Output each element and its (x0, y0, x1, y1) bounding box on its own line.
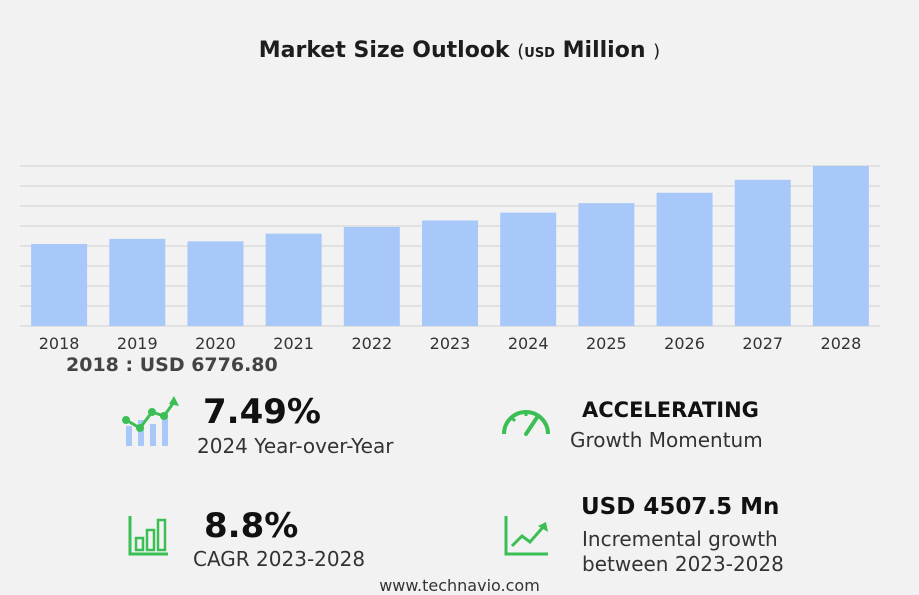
momentum-value: ACCELERATING (582, 398, 759, 422)
x-tick-label: 2020 (195, 334, 236, 353)
bar-2020 (187, 241, 244, 326)
momentum-label: Growth Momentum (570, 428, 763, 452)
title-unit: USD (524, 46, 555, 61)
cagr-label: CAGR 2023-2028 (193, 547, 366, 571)
incremental-value: USD 4507.5 Mn (581, 494, 780, 520)
x-tick-label: 2019 (117, 334, 158, 353)
bar-chart-icon (128, 516, 168, 556)
bar-2022 (343, 226, 400, 326)
x-tick-label: 2022 (351, 334, 392, 353)
yoy-label: 2024 Year-over-Year (197, 434, 394, 458)
bar-2018 (31, 243, 88, 326)
cagr-value: 8.8% (204, 506, 299, 546)
title-scale: Million (562, 38, 646, 63)
chart-title: Market Size Outlook (USD Million ) (0, 38, 919, 63)
x-tick-label: 2024 (508, 334, 549, 353)
x-tick-label: 2027 (742, 334, 783, 353)
title-close-paren: ) (653, 41, 661, 62)
bar-2026 (656, 192, 713, 326)
x-tick-label: 2025 (586, 334, 627, 353)
x-axis-ticks: 2018 2019 2020 2021 2022 2023 2024 2025 2026 2027… (39, 334, 862, 353)
bar-chart: 2018 2019 2020 2021 2022 2023 2024 2025 2026 2027… (20, 165, 880, 353)
bar-2027 (734, 179, 791, 326)
footer-url: www.technavio.com (379, 576, 540, 595)
chart-bars (31, 166, 869, 326)
bar-2023 (422, 220, 478, 326)
bar-2024 (500, 212, 557, 326)
speedometer-icon (502, 410, 550, 436)
bar-2021 (265, 233, 322, 326)
x-tick-label: 2018 (39, 334, 80, 353)
growth-chart-icon (122, 396, 179, 446)
trend-line-icon (504, 516, 548, 556)
x-tick-label: 2023 (430, 334, 471, 353)
x-tick-label: 2026 (664, 334, 705, 353)
title-open-paren: ( (517, 41, 525, 62)
bar-2019 (109, 238, 166, 326)
bar-2028 (812, 166, 869, 326)
incremental-label-line1: Incremental growth (582, 527, 778, 551)
incremental-label-line2: between 2023-2028 (582, 552, 784, 576)
x-tick-label: 2028 (821, 334, 862, 353)
title-main: Market Size Outlook (258, 38, 510, 63)
bar-2025 (578, 203, 635, 326)
yoy-value: 7.49% (203, 392, 321, 432)
base-year-value: 2018 : USD 6776.80 (66, 354, 278, 376)
x-tick-label: 2021 (273, 334, 314, 353)
